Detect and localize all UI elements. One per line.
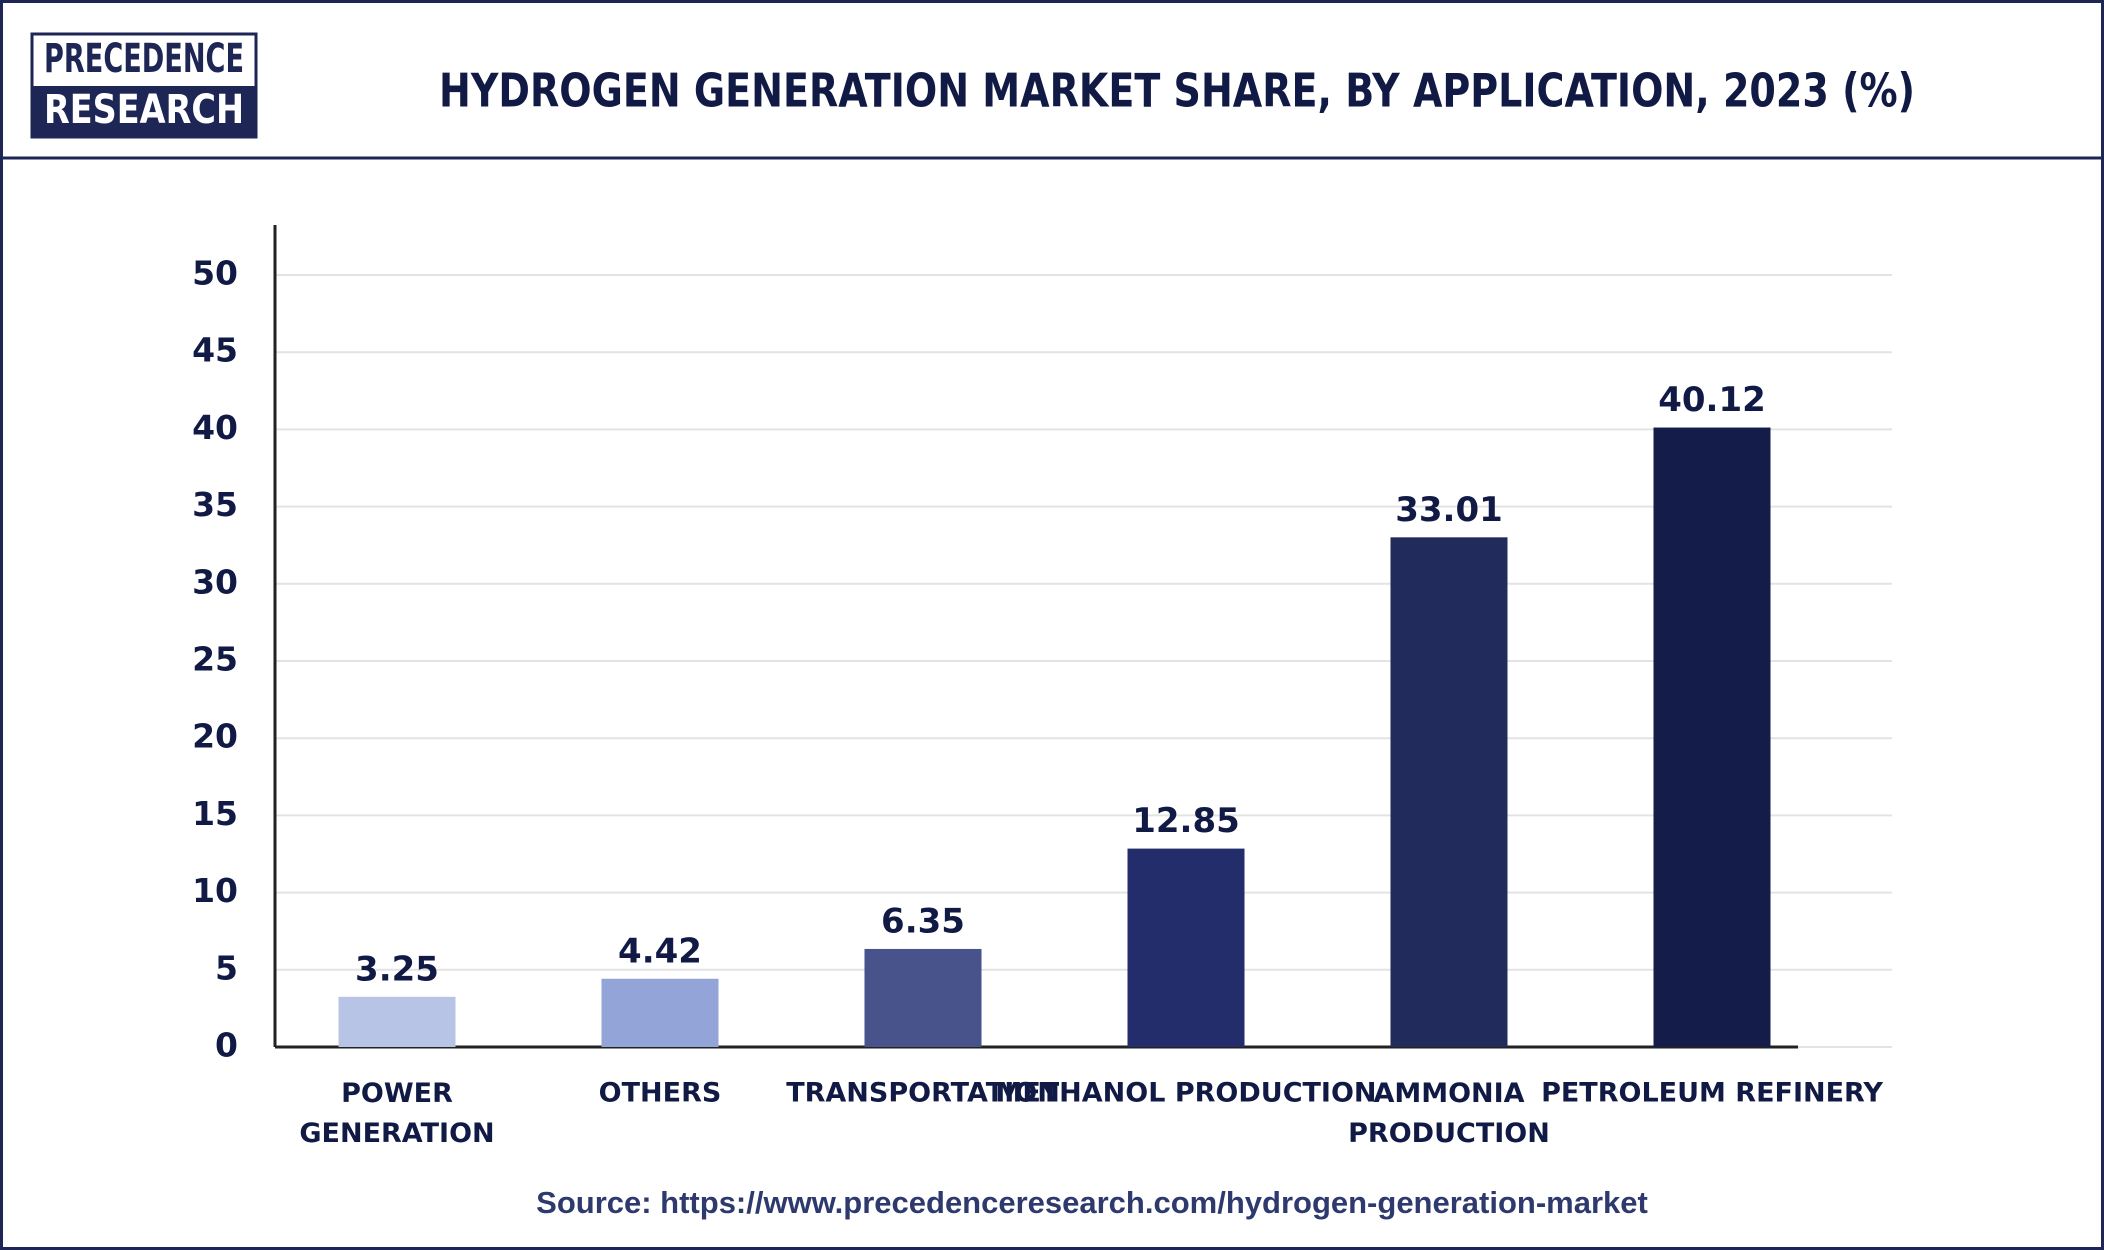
bar: [1127, 848, 1245, 1047]
x-tick-label: OTHERS: [599, 1078, 722, 1109]
y-tick-label: 45: [192, 331, 238, 370]
y-tick-label: 15: [192, 794, 238, 833]
y-tick-label: 30: [192, 562, 238, 601]
value-label: 4.42: [618, 931, 702, 971]
bar: [1390, 537, 1508, 1047]
x-tick-label: TRANSPORTATION: [786, 1078, 1060, 1109]
y-tick-label: 50: [192, 254, 238, 293]
x-tick-label: POWER GENERATION: [299, 1078, 494, 1149]
x-tick-label: AMMONIA PRODUCTION: [1348, 1078, 1550, 1149]
y-tick-label: 10: [192, 871, 238, 910]
y-tick-label: 20: [192, 717, 238, 756]
source-note: Source: https://www.precedenceresearch.c…: [536, 1185, 1648, 1220]
logo-top: PRECEDENCE: [44, 36, 244, 82]
x-tick-label: METHANOL PRODUCTION: [995, 1078, 1376, 1109]
value-label: 12.85: [1132, 801, 1240, 841]
value-label: 3.25: [355, 949, 439, 989]
bar: [338, 996, 456, 1047]
value-label: 33.01: [1395, 490, 1503, 530]
y-tick-label: 25: [192, 640, 238, 679]
y-tick-label: 5: [215, 948, 238, 987]
y-tick-label: 40: [192, 408, 238, 447]
x-tick-label: PETROLEUM REFINERY: [1541, 1078, 1883, 1109]
logo-bottom: RESEARCH: [44, 87, 244, 133]
bar: [864, 948, 982, 1047]
chart-title: HYDROGEN GENERATION MARKET SHARE, BY APP…: [439, 64, 1915, 118]
bar: [1653, 427, 1771, 1047]
y-tick-label: 0: [215, 1026, 238, 1065]
value-label: 40.12: [1658, 380, 1766, 420]
value-label: 6.35: [881, 901, 965, 941]
y-tick-label: 35: [192, 485, 238, 524]
bar: [601, 978, 719, 1047]
logo-band: [32, 86, 256, 137]
